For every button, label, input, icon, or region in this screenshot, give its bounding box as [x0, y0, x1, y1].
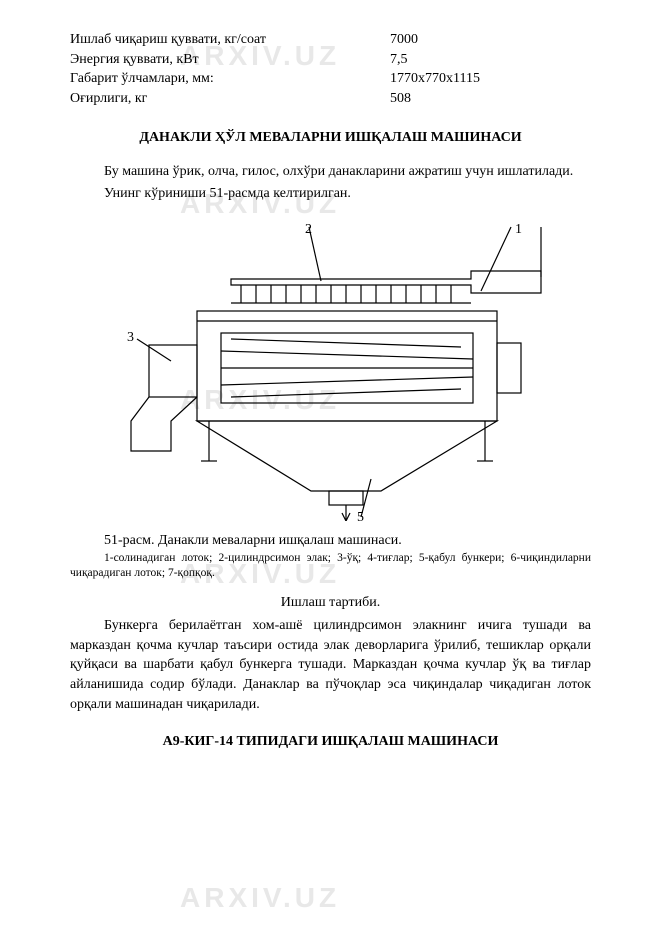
svg-text:1: 1: [515, 222, 522, 237]
figure: 2 1: [70, 221, 591, 521]
spec-label: Оғирлиги, кг: [70, 89, 390, 109]
spec-table: Ишлаб чиқариш қуввати, кг/соат 7000 Энер…: [70, 30, 591, 108]
figure-caption: 51-расм. Данакли меваларни ишқалаш машин…: [70, 531, 591, 551]
spec-label: Габарит ўлчамлари, мм:: [70, 69, 390, 89]
paragraph: Бу машина ўрик, олча, гилос, олхўри дана…: [70, 162, 591, 182]
section-heading: ДАНАКЛИ ҲЎЛ МЕВАЛАРНИ ИШҚАЛАШ МАШИНАСИ: [70, 128, 591, 148]
svg-text:2: 2: [305, 222, 312, 237]
paragraph: Унинг кўриниши 51-расмда келтирилган.: [70, 184, 591, 204]
figure-caption-details: 1-солинадиган лоток; 2-цилиндрсимон элак…: [70, 551, 591, 581]
spec-label: Энергия қуввати, кВт: [70, 50, 390, 70]
spec-value: 7000: [390, 30, 591, 50]
svg-text:3: 3: [127, 330, 134, 345]
spec-label: Ишлаб чиқариш қуввати, кг/соат: [70, 30, 390, 50]
watermark: ARXIV.UZ: [180, 878, 340, 917]
spec-value: 508: [390, 89, 591, 109]
svg-text:5: 5: [357, 510, 364, 521]
subheading: Ишлаш тартиби.: [70, 593, 591, 613]
machine-diagram: 2 1: [111, 221, 551, 521]
spec-row: Энергия қуввати, кВт 7,5: [70, 50, 591, 70]
spec-value: 7,5: [390, 50, 591, 70]
spec-value: 1770х770х1115: [390, 69, 591, 89]
page-content: Ишлаб чиқариш қуввати, кг/соат 7000 Энер…: [70, 30, 591, 752]
paragraph: Бункерга берилаётган хом-ашё цилиндрсимо…: [70, 616, 591, 714]
spec-row: Оғирлиги, кг 508: [70, 89, 591, 109]
section-heading: А9-КИГ-14 ТИПИДАГИ ИШҚАЛАШ МАШИНАСИ: [70, 732, 591, 752]
spec-row: Габарит ўлчамлари, мм: 1770х770х1115: [70, 69, 591, 89]
spec-row: Ишлаб чиқариш қуввати, кг/соат 7000: [70, 30, 591, 50]
